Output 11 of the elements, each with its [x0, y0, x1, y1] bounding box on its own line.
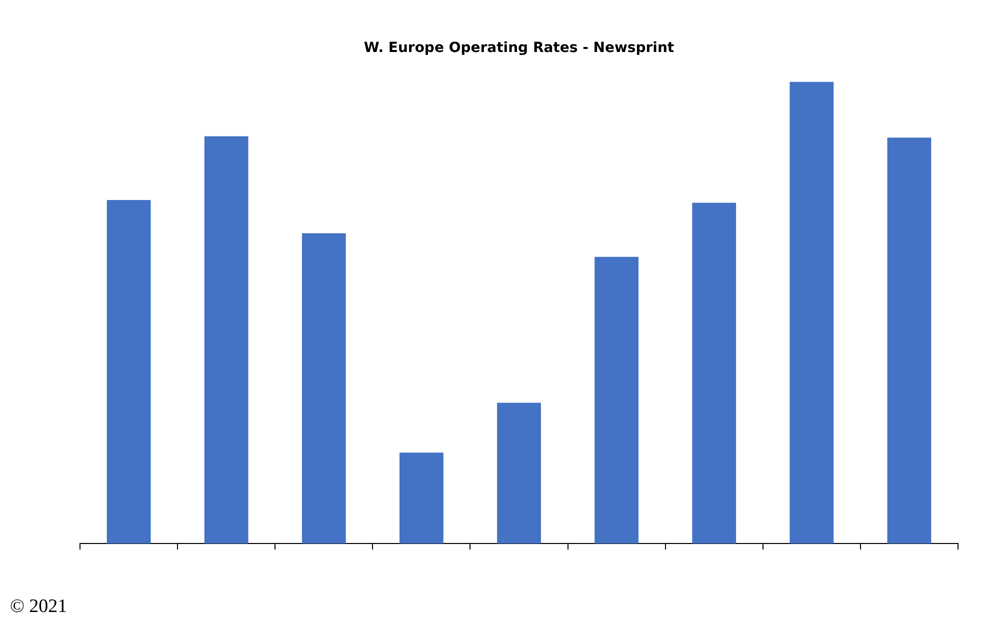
- chart-title: W. Europe Operating Rates - Newsprint: [364, 40, 674, 56]
- text: © 2021: [10, 596, 68, 618]
- bar: [594, 256, 639, 544]
- bar: [302, 233, 346, 544]
- bar: [204, 136, 248, 544]
- bar: [790, 82, 834, 544]
- bar: [497, 402, 541, 544]
- bar: [887, 138, 932, 544]
- bar: [399, 452, 444, 544]
- bar: [692, 202, 736, 544]
- bar: [106, 200, 151, 544]
